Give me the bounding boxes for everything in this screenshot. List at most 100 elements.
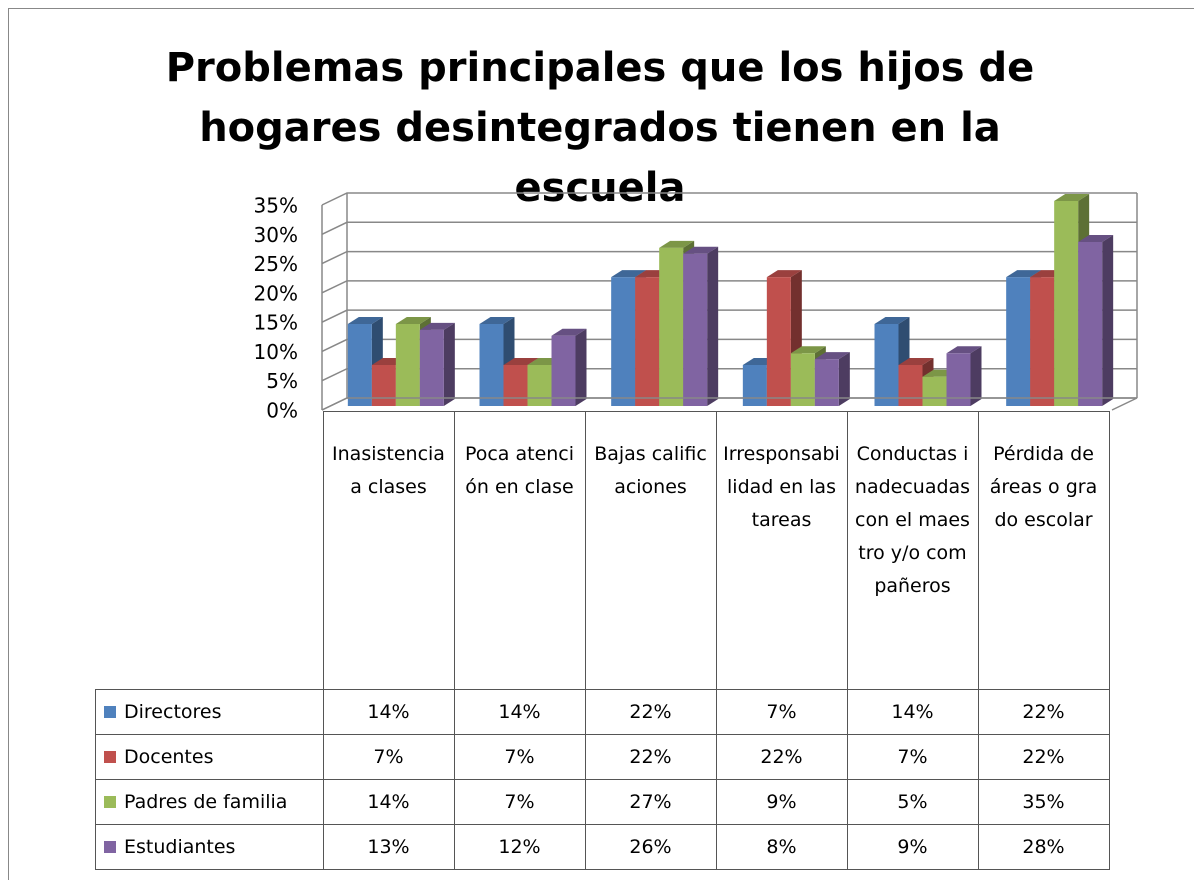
value-label: 8% <box>715 824 848 870</box>
chart-frame <box>8 8 1194 880</box>
bar-top <box>1006 270 1042 278</box>
series-row: Directores 14% 14% 22% 7% 14% 22% <box>95 689 1110 735</box>
bar-side <box>838 352 850 406</box>
bar-front <box>922 376 947 406</box>
value-label: 22% <box>977 734 1110 780</box>
bar-side <box>575 328 587 406</box>
bar-side <box>707 246 719 406</box>
bar-front <box>814 359 839 406</box>
chart-title: Problemas principales que los hijos de h… <box>165 45 1035 211</box>
value-label: 7% <box>715 689 848 735</box>
bar-front <box>1078 242 1103 406</box>
value-label: 14% <box>322 689 455 735</box>
bar-top <box>898 358 934 365</box>
legend-key <box>104 796 116 808</box>
series-row: Docentes 7% 7% 22% 22% 7% 22% <box>95 734 1110 780</box>
value-label: 14% <box>322 779 455 825</box>
bar-top <box>479 317 515 324</box>
grid-line <box>321 250 1137 265</box>
y-tick-label: 5% <box>266 369 298 393</box>
value-label: 22% <box>715 734 848 780</box>
bar-side <box>1102 235 1114 406</box>
corner-cell <box>95 411 324 690</box>
value-label: 14% <box>453 689 586 735</box>
bar-top <box>766 270 802 278</box>
bar-top <box>790 346 826 354</box>
legend-label: Directores <box>124 701 222 723</box>
y-tick-label: 30% <box>254 223 298 247</box>
bar <box>419 322 455 406</box>
value-label: 22% <box>977 689 1110 735</box>
bar-top <box>347 317 383 324</box>
bar-side <box>970 346 982 406</box>
bar-top <box>419 322 455 330</box>
floor-edge <box>321 397 1138 411</box>
legend-label: Estudiantes <box>124 836 236 858</box>
bar-top <box>551 328 587 336</box>
bar-top <box>1078 235 1114 242</box>
value-label: 26% <box>584 824 717 870</box>
value-label: 5% <box>846 779 979 825</box>
bar-front <box>551 335 576 406</box>
legend-key <box>104 841 116 853</box>
bar-front <box>347 324 372 406</box>
bar-front <box>1030 277 1055 406</box>
bar-top <box>1054 194 1090 201</box>
value-label: 27% <box>584 779 717 825</box>
bar-top <box>683 246 719 254</box>
bar-front <box>659 247 684 406</box>
bar-front <box>479 324 504 406</box>
bar-front <box>946 353 971 406</box>
value-label: 22% <box>584 689 717 735</box>
bar-front <box>527 365 552 406</box>
legend-cell: Padres de familia <box>95 779 324 825</box>
y-tick-label: 20% <box>254 281 298 305</box>
header-row: Inasistencia a clases Poca atención en cl… <box>95 411 1110 690</box>
bar-front <box>635 277 660 406</box>
bar <box>551 328 587 406</box>
value-label: 9% <box>846 824 979 870</box>
bar-side <box>443 322 455 406</box>
bar-top <box>946 346 982 354</box>
bar <box>683 246 719 406</box>
bar-top <box>503 358 539 365</box>
bar-front <box>766 277 791 406</box>
legend-key <box>104 706 116 718</box>
value-label: 35% <box>977 779 1110 825</box>
legend-key <box>104 751 116 763</box>
bar <box>1078 235 1114 406</box>
bar-front <box>503 365 528 406</box>
bar-front <box>898 365 923 406</box>
bar-top <box>611 270 647 278</box>
value-label: 7% <box>453 779 586 825</box>
legend-cell: Estudiantes <box>95 824 324 870</box>
data-table: Inasistencia a clases Poca atención en cl… <box>95 411 1110 870</box>
bar-front <box>611 277 636 406</box>
bar-front <box>683 253 708 406</box>
bar-front <box>742 365 767 406</box>
bar-top <box>874 317 910 324</box>
series-row: Estudiantes 13% 12% 26% 8% 9% 28% <box>95 824 1110 870</box>
bar-top <box>659 240 695 248</box>
legend-label: Padres de familia <box>124 791 288 813</box>
value-label: 14% <box>846 689 979 735</box>
value-label: 7% <box>322 734 455 780</box>
bar-front <box>1006 277 1031 406</box>
x-tick-label: Pérdida de áreas o grado escolar <box>977 411 1110 690</box>
bar-top <box>814 352 850 360</box>
value-label: 7% <box>846 734 979 780</box>
value-label: 13% <box>322 824 455 870</box>
x-tick-label: Inasistencia a clases <box>322 411 455 690</box>
x-tick-label: Poca atención en clase <box>453 411 586 690</box>
bar-front <box>419 329 444 406</box>
bar <box>946 346 982 406</box>
bar-front <box>1054 201 1079 406</box>
bar-front <box>874 324 899 406</box>
y-tick-label: 35% <box>254 194 298 218</box>
value-label: 9% <box>715 779 848 825</box>
grid-line <box>321 221 1137 235</box>
x-tick-label: Conductas inadecuadas con el maestro y/o… <box>846 411 979 690</box>
y-tick-label: 10% <box>254 340 298 364</box>
x-tick-label: Bajas calificaciones <box>584 411 717 690</box>
